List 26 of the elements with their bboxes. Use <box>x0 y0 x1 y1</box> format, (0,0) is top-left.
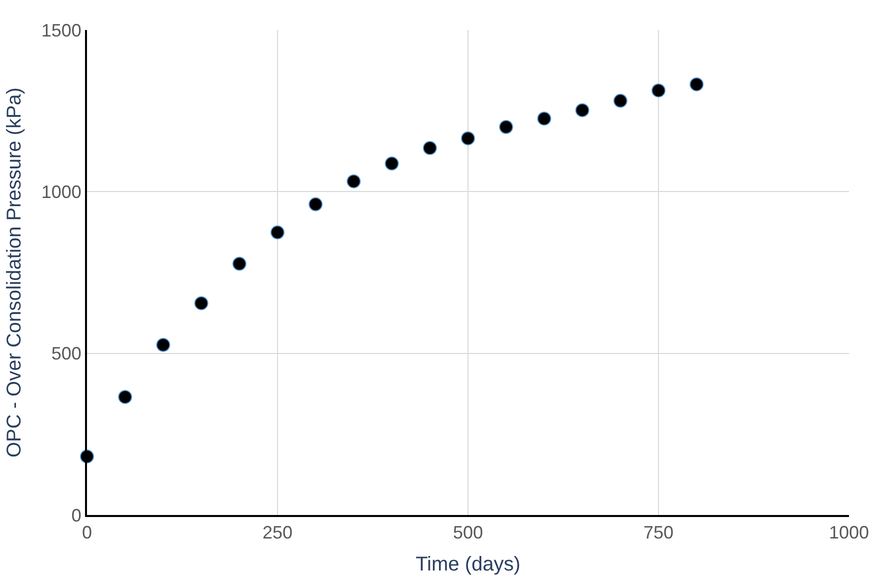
point <box>232 256 246 271</box>
point <box>118 390 132 404</box>
point <box>384 156 399 171</box>
point <box>346 174 361 188</box>
x-tick-label: 750 <box>643 522 674 543</box>
point <box>537 112 552 126</box>
point <box>613 94 628 108</box>
point <box>652 83 666 98</box>
point <box>194 296 208 310</box>
point <box>308 197 323 212</box>
point <box>156 338 170 352</box>
y-tick-label: 1500 <box>41 20 82 40</box>
x-tick-label: 1000 <box>828 522 870 543</box>
x-tick-label: 500 <box>452 522 484 543</box>
y-tick-label: 500 <box>51 344 82 364</box>
point <box>461 131 475 146</box>
point <box>270 225 284 240</box>
point <box>690 77 704 92</box>
point <box>575 103 590 118</box>
x-tick-label: 250 <box>262 522 293 543</box>
y-axis-title: OPC - Over Consolidation Pressure (kPa) <box>3 87 26 458</box>
y-tick-label: 1000 <box>41 182 82 202</box>
x-axis-title: Time (days) <box>416 554 520 576</box>
y-tick-label: 0 <box>71 505 82 526</box>
point <box>499 120 514 134</box>
point <box>422 141 437 156</box>
